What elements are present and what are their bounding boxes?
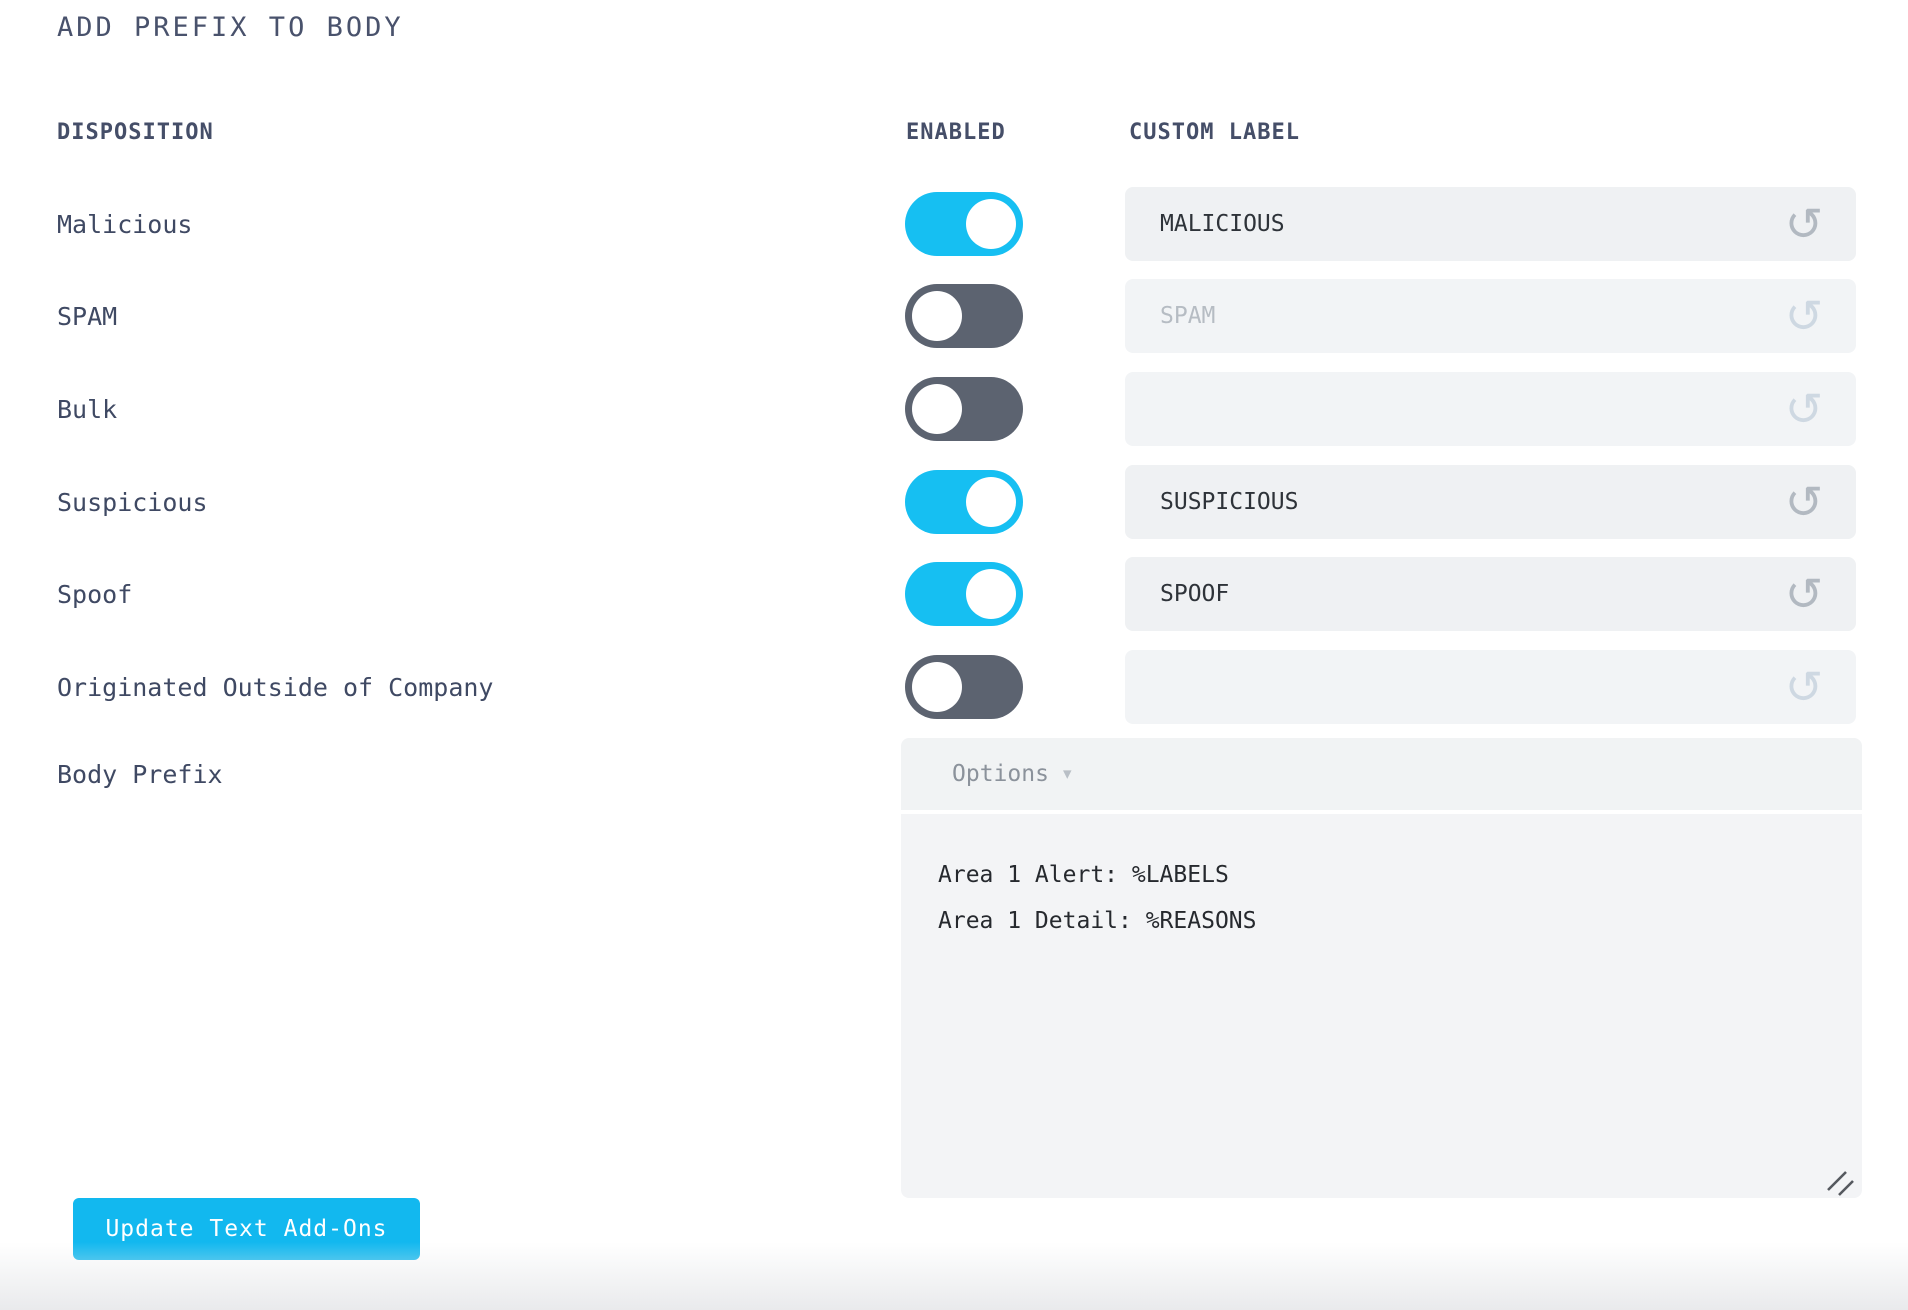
disposition-label: Malicious — [57, 209, 193, 239]
custom-label-field: ↺ — [1125, 557, 1856, 631]
enabled-toggle[interactable] — [905, 192, 1023, 256]
reset-icon: ↺ — [1784, 289, 1824, 343]
disposition-row: Malicious ↺ — [0, 187, 1908, 261]
reset-icon: ↺ — [1784, 382, 1824, 436]
reset-button[interactable]: ↺ — [1774, 187, 1834, 261]
options-dropdown-label: Options — [952, 761, 1049, 787]
disposition-label: Originated Outside of Company — [57, 672, 494, 702]
enabled-toggle[interactable] — [905, 562, 1023, 626]
chevron-down-icon: ▾ — [1062, 764, 1072, 784]
custom-label-field: ↺ — [1125, 650, 1856, 724]
custom-label-field: ↺ — [1125, 279, 1856, 353]
body-prefix-label: Body Prefix — [57, 759, 223, 789]
disposition-row: Spoof ↺ — [0, 557, 1908, 631]
enabled-toggle[interactable] — [905, 377, 1023, 441]
custom-label-input[interactable] — [1125, 187, 1856, 261]
custom-label-input[interactable] — [1125, 650, 1856, 724]
toggle-knob — [966, 569, 1016, 619]
disposition-label: Suspicious — [57, 487, 208, 517]
custom-label-field: ↺ — [1125, 372, 1856, 446]
toggle-knob — [912, 384, 962, 434]
update-text-addons-button[interactable]: Update Text Add-Ons — [73, 1198, 420, 1260]
reset-button[interactable]: ↺ — [1774, 372, 1834, 446]
toggle-knob — [966, 199, 1016, 249]
custom-label-input[interactable] — [1125, 372, 1856, 446]
enabled-toggle[interactable] — [905, 655, 1023, 719]
toggle-knob — [912, 291, 962, 341]
custom-label-input[interactable] — [1125, 279, 1856, 353]
reset-button[interactable]: ↺ — [1774, 465, 1834, 539]
enabled-toggle[interactable] — [905, 470, 1023, 534]
page-title: ADD PREFIX TO BODY — [57, 12, 404, 43]
custom-label-field: ↺ — [1125, 187, 1856, 261]
disposition-row: Bulk ↺ — [0, 372, 1908, 446]
disposition-row: Suspicious ↺ — [0, 465, 1908, 539]
reset-button[interactable]: ↺ — [1774, 650, 1834, 724]
reset-button[interactable]: ↺ — [1774, 557, 1834, 631]
reset-icon: ↺ — [1784, 660, 1824, 714]
custom-label-input[interactable] — [1125, 557, 1856, 631]
disposition-row: Originated Outside of Company ↺ — [0, 650, 1908, 724]
toggle-knob — [912, 662, 962, 712]
column-header-enabled: ENABLED — [906, 120, 1006, 145]
body-prefix-textarea[interactable]: Area 1 Alert: %LABELS Area 1 Detail: %RE… — [901, 814, 1862, 1198]
enabled-toggle[interactable] — [905, 284, 1023, 348]
reset-button[interactable]: ↺ — [1774, 279, 1834, 353]
reset-icon: ↺ — [1784, 475, 1824, 529]
reset-icon: ↺ — [1784, 567, 1824, 621]
options-dropdown[interactable]: Options ▾ — [901, 738, 1862, 810]
toggle-knob — [966, 477, 1016, 527]
reset-icon: ↺ — [1784, 197, 1824, 251]
column-header-disposition: DISPOSITION — [57, 120, 214, 145]
disposition-label: Spoof — [57, 579, 133, 609]
disposition-label: Bulk — [57, 394, 118, 424]
custom-label-field: ↺ — [1125, 465, 1856, 539]
custom-label-input[interactable] — [1125, 465, 1856, 539]
disposition-label: SPAM — [57, 301, 118, 331]
column-header-custom-label: CUSTOM LABEL — [1129, 120, 1300, 145]
disposition-row: SPAM ↺ — [0, 279, 1908, 353]
